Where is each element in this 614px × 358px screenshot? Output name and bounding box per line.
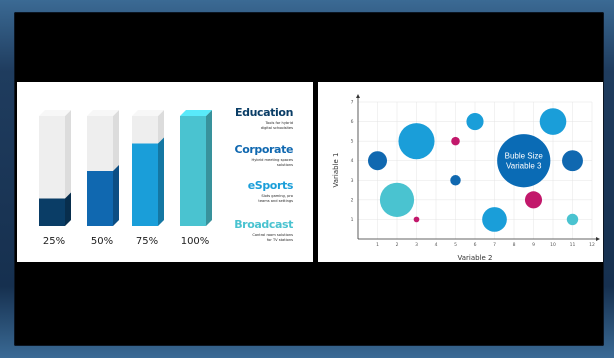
bubble-size-label: Buble Size [505, 152, 544, 161]
bar-label: 50% [91, 236, 113, 247]
bar-label: 25% [43, 236, 65, 247]
segment-subtitle-line-2: teams and settings [258, 199, 293, 203]
y-tick-label: 7 [351, 100, 354, 106]
bubble-1 [368, 151, 387, 171]
progress-bar-2: 50% [87, 110, 119, 247]
segment-subtitle-line-1: Control room solutions [252, 233, 293, 237]
y-tick-label: 5 [351, 139, 354, 145]
x-tick-label: 7 [493, 242, 496, 248]
bar-label: 75% [136, 236, 158, 247]
bubble-8 [482, 207, 507, 232]
y-tick-label: 2 [351, 197, 354, 203]
bubble-11 [539, 108, 567, 135]
x-tick-label: 12 [589, 242, 595, 248]
bar-fill [180, 116, 206, 226]
x-tick-label: 3 [415, 242, 418, 248]
bubble-5 [451, 136, 460, 146]
bar-fill [132, 143, 158, 226]
bar-top-cap [39, 110, 71, 116]
segment-subtitle-line-2: solutions [277, 163, 293, 167]
bubble-12 [562, 150, 583, 172]
y-tick-label: 3 [351, 178, 354, 184]
y-tick-label: 4 [351, 158, 354, 164]
bubble-3 [398, 123, 435, 160]
bubble-2 [379, 182, 415, 217]
bar-top-cap [87, 110, 119, 116]
x-axis-arrow [596, 237, 600, 241]
x-tick-label: 9 [532, 242, 535, 248]
progress-slide: 25% 50% 75% 100% Education Tools for hybrid di… [17, 82, 313, 262]
x-tick-label: 4 [435, 242, 438, 248]
bubble-variable-label: Variable 3 [506, 162, 542, 171]
segment-title: Education [235, 106, 293, 119]
bar-fill-side [65, 192, 71, 226]
bubble-6 [450, 175, 461, 186]
bar-top-cap [180, 110, 212, 116]
bubble-13 [566, 213, 579, 226]
y-tick-label: 6 [351, 119, 354, 125]
bar-fill-side [206, 110, 212, 226]
y-tick-label: 1 [351, 217, 354, 223]
segment-subtitle-line-2: digital schoolsites [261, 126, 293, 130]
progress-bars-chart: 25% 50% 75% 100% Education Tools for hybriddi… [39, 106, 294, 247]
bar-fill [87, 171, 113, 226]
bar-fill-side [113, 165, 119, 226]
x-tick-label: 11 [570, 242, 576, 248]
x-tick-label: 2 [396, 242, 399, 248]
progress-bar-3: 75% [132, 110, 164, 247]
segment-title: eSports [248, 179, 294, 192]
segment-subtitle-line-2: for TV stations [267, 238, 293, 242]
segment-title: Corporate [235, 143, 293, 156]
x-tick-label: 10 [550, 242, 556, 248]
y-axis-label: Variable 1 [332, 152, 340, 187]
progress-bar-4: 100% [180, 110, 212, 247]
x-tick-label: 5 [454, 242, 457, 248]
bar-fill-side [158, 137, 164, 226]
progress-bar-1: 25% [39, 110, 71, 247]
y-axis-arrow [356, 94, 360, 98]
segment-subtitle-line-1: Hybrid meeting spaces [252, 158, 294, 162]
bubble-slide: 1 2 3 4 5 6 7 8 9 10 11 12 1 2 3 4 5 6 7 Variable 2 Variable… [318, 82, 603, 262]
segment-title: Broadcast [234, 218, 293, 231]
bubble-4 [413, 216, 420, 223]
bar-label: 100% [181, 236, 210, 247]
bar-fill [39, 198, 65, 226]
x-tick-label: 8 [513, 242, 516, 248]
bubble-10 [524, 191, 543, 209]
bubble-7 [466, 113, 484, 131]
x-tick-label: 6 [474, 242, 477, 248]
bubble-9 [497, 134, 551, 188]
x-axis-label: Variable 2 [457, 254, 492, 262]
segment-subtitle-line-1: Slots gaming, pro [261, 194, 293, 198]
x-tick-label: 1 [376, 242, 379, 248]
bar-top-cap [132, 110, 164, 116]
segment-subtitle-line-1: Tools for hybrid [264, 121, 293, 125]
